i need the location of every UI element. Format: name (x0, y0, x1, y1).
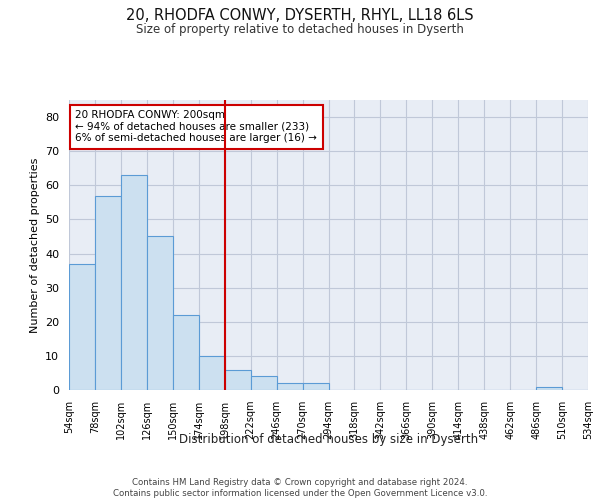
Text: Contains HM Land Registry data © Crown copyright and database right 2024.
Contai: Contains HM Land Registry data © Crown c… (113, 478, 487, 498)
Text: Size of property relative to detached houses in Dyserth: Size of property relative to detached ho… (136, 22, 464, 36)
Bar (95, 196, 121, 390)
Bar (251, 376, 277, 390)
Bar (277, 383, 302, 390)
Bar (302, 383, 329, 390)
Text: 20 RHODFA CONWY: 200sqm
← 94% of detached houses are smaller (233)
6% of semi-de: 20 RHODFA CONWY: 200sqm ← 94% of detache… (76, 110, 317, 144)
Text: 20, RHODFA CONWY, DYSERTH, RHYL, LL18 6LS: 20, RHODFA CONWY, DYSERTH, RHYL, LL18 6L… (126, 8, 474, 22)
Bar (536, 386, 562, 390)
Bar (199, 356, 224, 390)
Bar (121, 175, 147, 390)
Text: Distribution of detached houses by size in Dyserth: Distribution of detached houses by size … (179, 432, 478, 446)
Bar (224, 370, 251, 390)
Bar (69, 264, 95, 390)
Y-axis label: Number of detached properties: Number of detached properties (29, 158, 40, 332)
Bar (147, 236, 173, 390)
Bar (173, 315, 199, 390)
